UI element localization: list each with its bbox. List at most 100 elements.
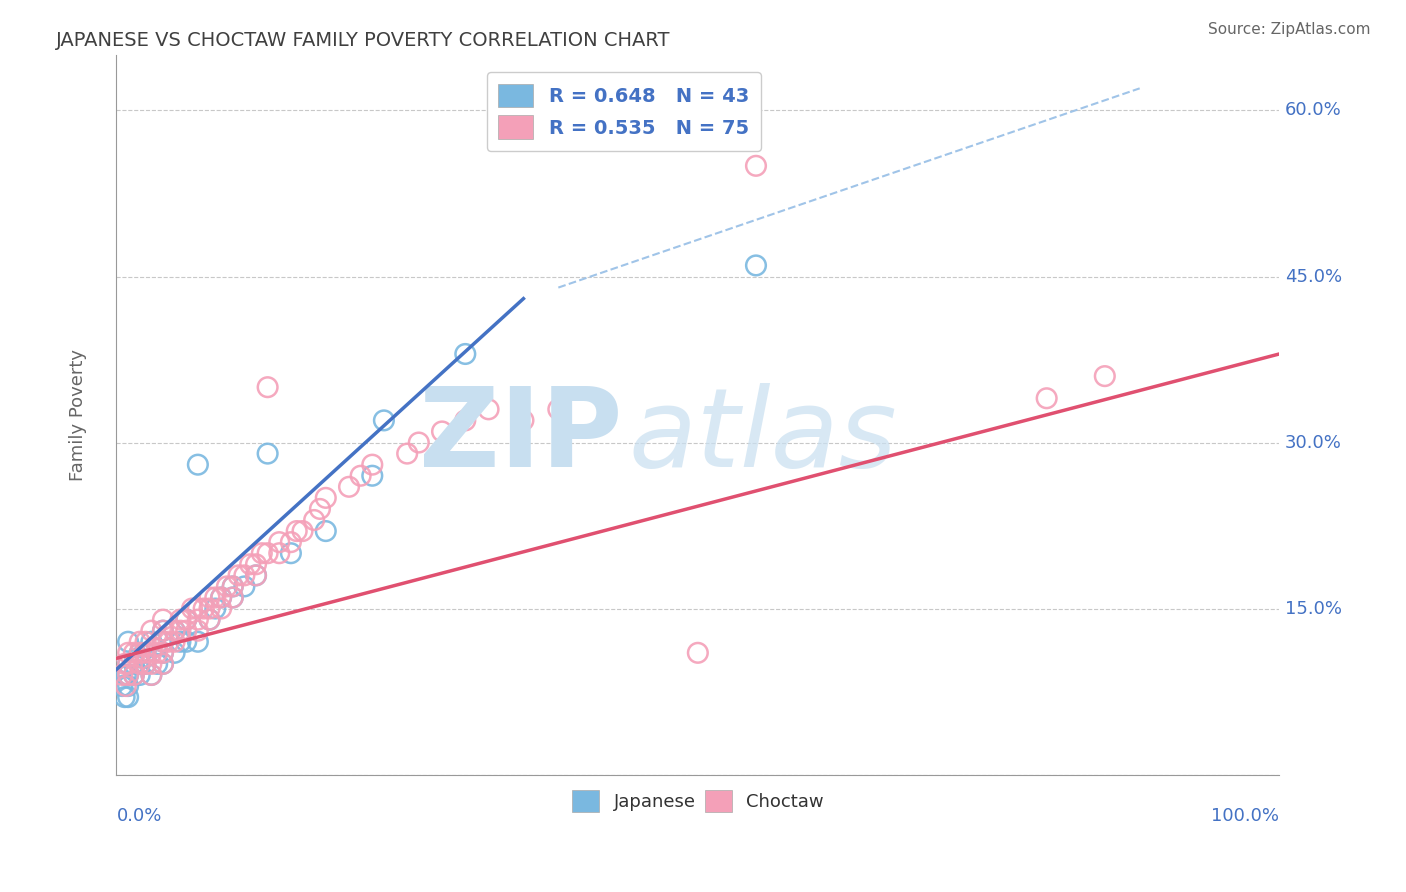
Point (198, 613, 221, 627)
Point (256, 447, 278, 461)
Point (163, 646, 186, 660)
Point (198, 613, 221, 627)
Point (152, 646, 174, 660)
Point (222, 591, 245, 605)
Point (141, 624, 163, 638)
Point (269, 546, 291, 560)
Point (117, 668, 139, 682)
Point (245, 568, 267, 582)
Point (111, 679, 134, 693)
Point (114, 668, 136, 682)
Point (250, 546, 273, 560)
Point (174, 634, 197, 648)
Text: 45.0%: 45.0% (1285, 268, 1343, 285)
Point (174, 624, 197, 638)
Point (122, 646, 145, 660)
Point (187, 601, 209, 615)
Point (187, 624, 209, 638)
Point (117, 690, 139, 704)
Point (135, 657, 157, 671)
Point (269, 535, 291, 549)
Point (222, 591, 245, 605)
Point (141, 668, 163, 682)
Point (128, 634, 150, 648)
Point (141, 657, 163, 671)
Point (163, 634, 186, 648)
Point (181, 601, 204, 615)
Point (128, 657, 150, 671)
Point (117, 657, 139, 671)
Point (141, 668, 163, 682)
Point (169, 613, 191, 627)
Point (157, 634, 180, 648)
Text: 15.0%: 15.0% (1285, 599, 1343, 617)
Point (245, 558, 267, 572)
Point (152, 624, 174, 638)
Point (228, 568, 250, 582)
Point (373, 413, 395, 427)
Point (350, 468, 373, 483)
Point (152, 634, 174, 648)
Point (152, 634, 174, 648)
Point (233, 568, 256, 582)
Point (163, 624, 186, 638)
Point (1035, 391, 1057, 405)
Point (114, 690, 136, 704)
Point (233, 579, 256, 593)
Point (745, 159, 768, 173)
Text: ZIP: ZIP (419, 383, 623, 490)
Text: 100.0%: 100.0% (1211, 807, 1279, 825)
Point (122, 668, 145, 682)
Point (209, 601, 232, 615)
Point (396, 447, 419, 461)
Point (135, 646, 157, 660)
Point (146, 646, 169, 660)
Point (1094, 369, 1116, 384)
Point (128, 657, 150, 671)
Point (117, 634, 139, 648)
Point (187, 613, 209, 627)
Point (285, 524, 308, 538)
Point (174, 613, 197, 627)
Text: Source: ZipAtlas.com: Source: ZipAtlas.com (1208, 22, 1371, 37)
Point (361, 468, 384, 483)
Point (169, 634, 191, 648)
Point (193, 601, 215, 615)
Point (117, 657, 139, 671)
Point (117, 646, 139, 660)
Point (128, 668, 150, 682)
Point (280, 546, 302, 560)
Point (135, 634, 157, 648)
Point (302, 513, 325, 527)
Point (209, 591, 232, 605)
Point (152, 657, 174, 671)
Point (152, 624, 174, 638)
Text: Family Poverty: Family Poverty (69, 349, 87, 481)
Point (209, 591, 232, 605)
Point (141, 646, 163, 660)
Point (315, 491, 337, 505)
Point (163, 624, 186, 638)
Point (128, 646, 150, 660)
Point (204, 601, 226, 615)
Point (117, 668, 139, 682)
Point (204, 591, 226, 605)
Point (239, 558, 262, 572)
Point (128, 646, 150, 660)
Point (122, 657, 145, 671)
Point (198, 601, 221, 615)
Point (135, 646, 157, 660)
Point (114, 657, 136, 671)
Point (547, 402, 569, 417)
Text: 30.0%: 30.0% (1285, 434, 1341, 451)
Point (198, 591, 221, 605)
Point (256, 380, 278, 394)
Point (215, 579, 238, 593)
Point (361, 458, 384, 472)
Point (291, 524, 314, 538)
Point (222, 579, 245, 593)
Point (309, 502, 332, 516)
Point (111, 668, 134, 682)
Point (430, 425, 453, 439)
Point (408, 435, 430, 450)
